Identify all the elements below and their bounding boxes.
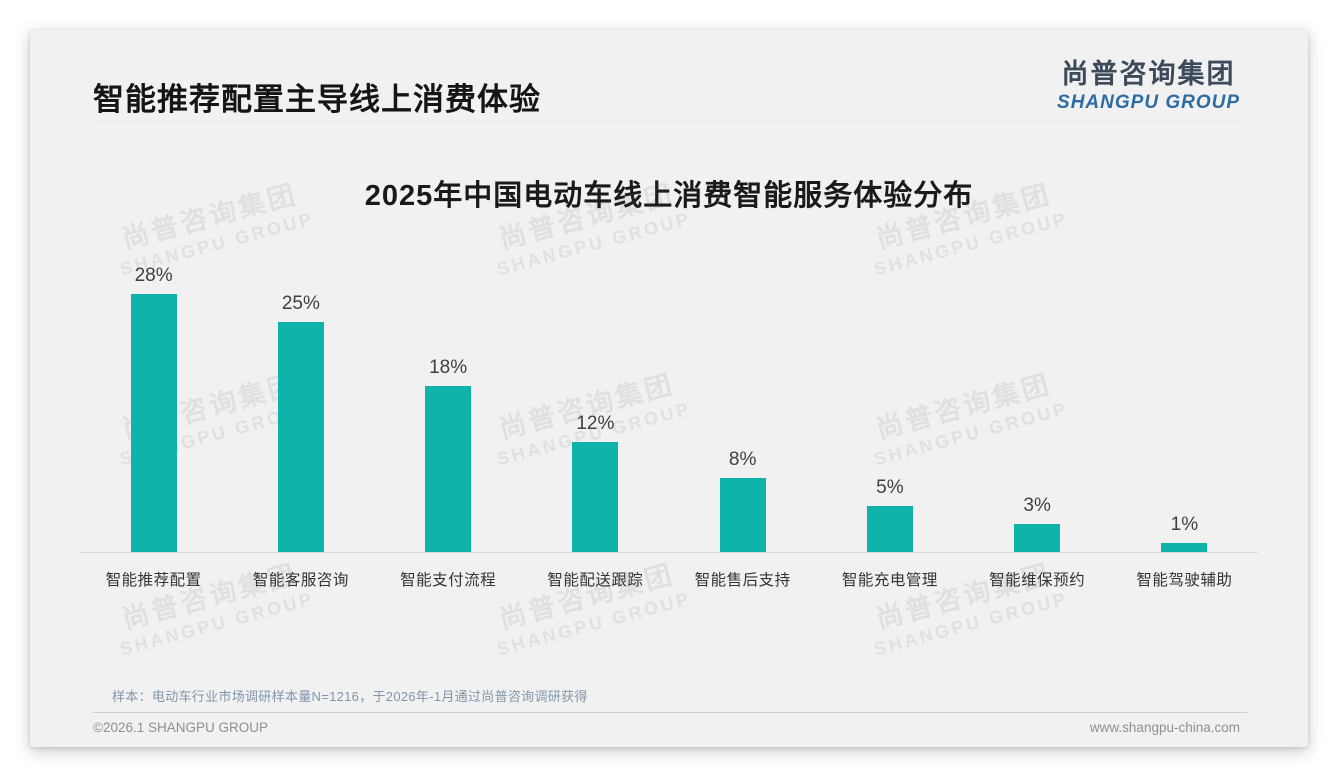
- x-axis-tick-label: 智能配送跟踪: [547, 572, 644, 589]
- website-url: www.shangpu-china.com: [1089, 720, 1240, 735]
- bar-group: 25%: [227, 241, 374, 552]
- bar-group: 28%: [80, 241, 227, 552]
- watermark: 尚普咨询集团 SHANGPU GROUP: [862, 550, 1071, 661]
- bar-value-label: 5%: [876, 477, 904, 498]
- x-axis-tick-label: 智能充电管理: [841, 572, 938, 589]
- watermark-en-text: SHANGPU GROUP: [871, 588, 1071, 660]
- bar: [572, 441, 619, 552]
- watermark: 尚普咨询集团 SHANGPU GROUP: [108, 550, 317, 661]
- bar-value-label: 8%: [728, 449, 757, 471]
- bar-value-label: 25%: [281, 293, 320, 314]
- x-axis-tick-label: 智能支付流程: [400, 572, 497, 589]
- logo-en-text: SHANGPU GROUP: [1057, 91, 1240, 113]
- x-axis-tick-label: 智能推荐配置: [105, 572, 202, 589]
- bar-group: 8%: [669, 241, 816, 552]
- x-axis-tick-label: 智能驾驶辅助: [1136, 572, 1233, 589]
- bar: [866, 506, 913, 552]
- x-axis-tick-label: 智能维保预约: [989, 572, 1086, 589]
- bar: [719, 478, 766, 552]
- watermark-en-text: SHANGPU GROUP: [117, 588, 317, 660]
- bar: [1161, 542, 1208, 552]
- bar: [130, 294, 177, 552]
- chart-title: 2025年中国电动车线上消费智能服务体验分布: [364, 180, 974, 212]
- watermark-cn-text: 尚普咨询集团: [872, 559, 1055, 635]
- bar: [425, 386, 472, 552]
- company-logo: 尚普咨询集团 SHANGPU GROUP: [1057, 59, 1240, 114]
- x-axis-tick-label: 智能客服咨询: [252, 572, 349, 589]
- bar-chart: 28% 25% 18% 12% 8% 5% 3% 1%: [80, 241, 1258, 553]
- footer-divider: [93, 712, 1247, 713]
- bar-value-label: 18%: [429, 357, 468, 379]
- bar-value-label: 3%: [1023, 495, 1051, 517]
- slide-card: 智能推荐配置主导线上消费体验 尚普咨询集团 SHANGPU GROUP 2025…: [30, 30, 1308, 747]
- copyright-text: ©2026.1 SHANGPU GROUP: [93, 720, 269, 735]
- watermark-cn-text: 尚普咨询集团: [118, 559, 301, 635]
- x-axis-tick-label: 智能售后支持: [694, 572, 791, 589]
- watermark-en-text: SHANGPU GROUP: [494, 588, 694, 660]
- sample-note: 样本：电动车行业市场调研样本量N=1216，于2026年-1月通过尚普咨询调研获…: [112, 689, 588, 704]
- page-title: 智能推荐配置主导线上消费体验: [93, 82, 541, 117]
- bar-value-label: 28%: [134, 265, 173, 287]
- bar-group: 18%: [375, 241, 522, 552]
- bar-value-label: 12%: [576, 412, 615, 434]
- bar: [1014, 524, 1061, 552]
- bar-group: 3%: [964, 241, 1111, 552]
- x-axis-labels: 智能推荐配置 智能客服咨询 智能支付流程 智能配送跟踪 智能售后支持 智能充电管理 智能维保…: [80, 568, 1258, 590]
- bar-group: 5%: [816, 241, 963, 552]
- watermark-cn-text: 尚普咨询集团: [495, 559, 678, 635]
- bar: [277, 322, 324, 552]
- logo-cn-text: 尚普咨询集团: [1061, 59, 1236, 89]
- bar-value-label: 1%: [1170, 513, 1199, 535]
- bar-group: 1%: [1111, 241, 1258, 552]
- footer: ©2026.1 SHANGPU GROUP www.shangpu-china.…: [93, 720, 1240, 735]
- bar-group: 12%: [522, 241, 669, 552]
- watermark: 尚普咨询集团 SHANGPU GROUP: [485, 550, 694, 661]
- header-divider: [93, 121, 1244, 122]
